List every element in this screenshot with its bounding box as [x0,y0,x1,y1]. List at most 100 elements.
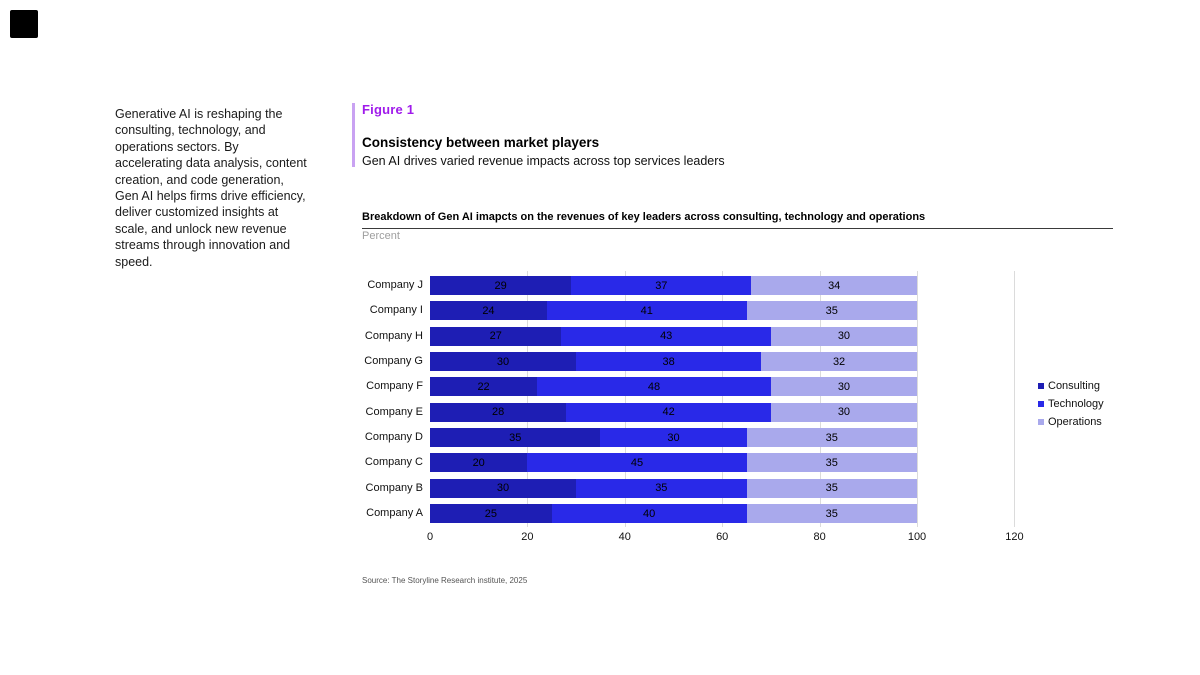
bar-value: 30 [837,406,851,419]
bar-segment-consulting: 20 [430,453,528,473]
chart-title: Breakdown of Gen AI imapcts on the reven… [362,211,1113,229]
gridline [917,271,918,527]
bar-segment-operations: 30 [770,402,917,422]
legend-marker [1038,419,1044,425]
bar-value: 35 [825,431,838,444]
bar-value: 27 [489,330,502,343]
bar-segment-consulting: 29 [430,276,572,295]
bar-segment-technology: 48 [537,377,771,397]
category-label: Company A [366,507,423,520]
bar-segment-consulting: 30 [430,352,577,372]
bar-value: 30 [496,355,510,368]
legend-item-technology: Technology [1038,398,1104,410]
bar-value: 35 [825,482,838,495]
gridline [722,271,724,527]
category-label: Company F [366,380,423,393]
bar-segment-technology: 38 [576,352,762,372]
bar-value: 40 [643,507,656,520]
legend-item-consulting: Consulting [1038,380,1104,392]
bar-segment-technology: 42 [566,402,771,422]
legend-label: Technology [1048,398,1104,410]
bar-segment-operations: 30 [770,377,917,397]
x-tick-label: 20 [521,531,534,543]
gridline [527,271,529,527]
legend-marker [1038,383,1044,389]
source-note: Source: The Storyline Research institute… [362,576,528,585]
bar-segment-consulting: 35 [430,428,601,448]
figure-title: Consistency between market players [362,135,600,150]
bar-value: 28 [492,406,505,419]
bar-segment-technology: 30 [600,428,747,448]
bar-value: 41 [640,304,653,317]
bar-segment-consulting: 30 [430,478,577,498]
category-label: Company G [364,355,423,368]
legend-marker [1038,401,1044,407]
bar-value: 25 [484,507,497,520]
x-tick-label: 80 [813,531,826,543]
bar-segment-operations: 30 [770,326,917,346]
figure-label: Figure 1 [362,102,415,117]
bar-segment-consulting: 25 [430,504,552,524]
stacked-bar-chart: Company J 29 37 34 Company I 24 41 35 Company H 2… [355,270,1045,560]
bar-value: 37 [655,279,668,292]
bar-value: 20 [472,456,485,469]
x-tick-label: 0 [426,531,434,543]
bar-segment-operations: 35 [746,478,917,498]
bar-segment-technology: 35 [576,478,747,498]
gridline [819,271,821,527]
bar-value: 45 [630,456,644,469]
bar-segment-operations: 34 [751,276,917,295]
bar-segment-operations: 35 [746,453,917,473]
bar-value: 35 [825,304,838,317]
bar-value: 43 [660,330,673,343]
x-tick-label: 40 [618,531,631,543]
bar-segment-operations: 32 [761,352,917,372]
category-label: Company C [364,456,423,469]
bar-value: 35 [825,507,838,520]
x-tick-label: 120 [1005,531,1024,543]
intro-paragraph: Generative AI is reshaping the consultin… [115,107,307,269]
legend-item-operations: Operations [1038,416,1104,428]
bar-value: 30 [837,380,851,393]
category-label: Company D [364,431,423,444]
bar-value: 35 [509,431,522,444]
bar-value: 35 [655,482,668,495]
bar-value: 34 [828,279,841,292]
bar-value: 22 [477,380,490,393]
bar-segment-operations: 35 [746,301,917,321]
category-label: Company I [369,304,423,317]
bar-value: 38 [662,355,675,368]
bar-value: 29 [494,279,507,292]
bar-value: 48 [647,380,661,393]
x-tick-label: 60 [716,531,729,543]
chart-unit-label: Percent [362,230,400,242]
bar-segment-operations: 35 [746,504,917,524]
gridline [624,271,626,527]
bar-value: 30 [667,431,680,444]
chart-legend: Consulting Technology Operations [1038,380,1104,434]
bar-segment-technology: 37 [571,276,752,295]
gridline [1014,271,1016,527]
bar-value: 35 [825,456,838,469]
category-label: Company J [367,279,423,291]
bar-segment-consulting: 27 [430,326,562,346]
bar-segment-consulting: 22 [430,377,538,397]
bar-value: 42 [662,406,675,419]
bar-value: 30 [496,482,510,495]
legend-label: Operations [1048,416,1102,428]
bar-value: 24 [482,304,495,317]
category-label: Company E [365,405,423,418]
figure-subtitle: Gen AI drives varied revenue impacts acr… [362,154,725,168]
bar-value: 32 [832,355,846,368]
x-tick-label: 100 [907,531,927,543]
figure-accent-bar [352,103,355,167]
bar-segment-consulting: 28 [430,402,567,422]
legend-label: Consulting [1048,380,1100,392]
bar-segment-technology: 41 [546,301,747,321]
bar-segment-technology: 45 [527,453,747,473]
bar-segment-technology: 40 [551,504,747,524]
bar-segment-operations: 35 [746,428,917,448]
bar-segment-consulting: 24 [430,301,547,321]
category-label: Company H [364,329,423,342]
